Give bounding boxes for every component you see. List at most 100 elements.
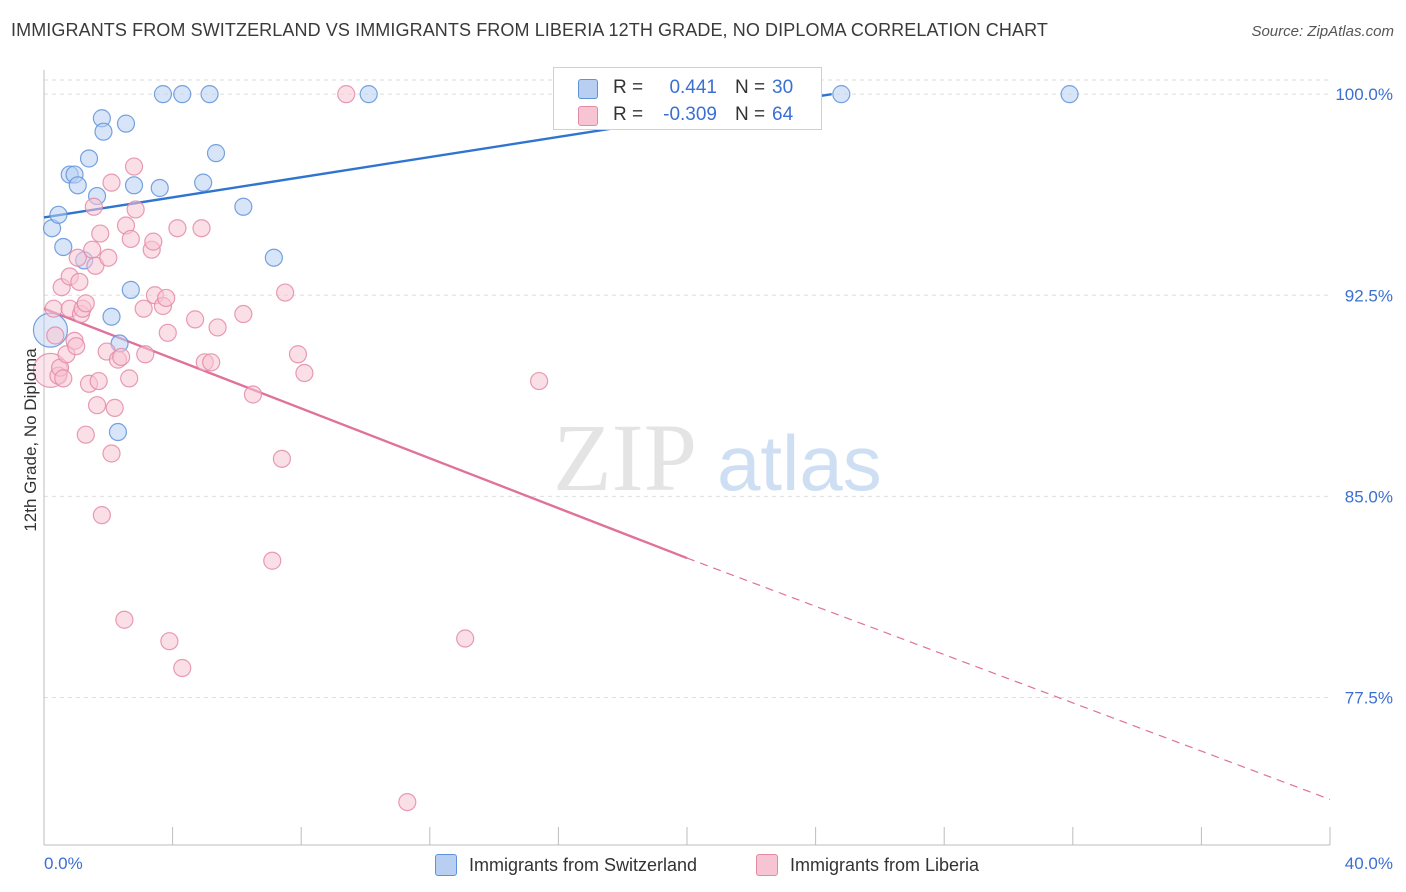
stats-row-liberia: R = -0.309 N = 64 xyxy=(554,101,821,129)
data-point-liberia xyxy=(89,371,108,391)
data-point-liberia xyxy=(84,197,103,216)
point-layer xyxy=(32,85,1079,812)
data-point-liberia xyxy=(144,232,163,251)
watermark-atlas: atlas xyxy=(717,419,882,507)
data-point-liberia xyxy=(295,363,314,383)
data-point-liberia xyxy=(76,425,95,444)
data-point-liberia xyxy=(121,229,140,249)
data-point-switzerland xyxy=(116,114,136,133)
data-point-liberia xyxy=(157,288,176,308)
data-point-switzerland xyxy=(194,173,213,192)
data-point-liberia xyxy=(192,219,211,238)
data-point-switzerland xyxy=(79,149,99,168)
legend-swatch-switzerland xyxy=(435,854,457,876)
data-point-liberia xyxy=(83,240,102,259)
data-point-liberia xyxy=(102,173,121,192)
data-point-switzerland xyxy=(1060,85,1079,104)
y-tick-label: 85.0% xyxy=(1345,487,1393,506)
legend: Immigrants from Switzerland Immigrants f… xyxy=(0,851,1406,879)
data-point-switzerland xyxy=(124,176,144,195)
data-point-switzerland xyxy=(200,85,219,104)
data-point-liberia xyxy=(186,310,205,329)
chart-title: IMMIGRANTS FROM SWITZERLAND VS IMMIGRANT… xyxy=(11,20,1048,40)
stats-r-value: -0.309 xyxy=(663,104,717,125)
grid-layer xyxy=(44,79,1330,699)
data-point-liberia xyxy=(46,326,65,345)
data-point-switzerland xyxy=(121,280,140,299)
data-point-liberia xyxy=(208,318,227,337)
data-point-liberia xyxy=(87,396,107,415)
data-point-switzerland xyxy=(68,176,87,195)
data-point-switzerland xyxy=(832,85,851,104)
legend-label-liberia: Immigrants from Liberia xyxy=(790,854,980,875)
data-point-liberia xyxy=(234,304,253,324)
data-point-liberia xyxy=(120,369,139,388)
data-point-liberia xyxy=(136,345,155,364)
stats-n-label: N = xyxy=(735,77,766,98)
y-axis-label-wrap: 12th Grade, No Diploma xyxy=(16,290,46,590)
source-label: Source: ZipAtlas.com xyxy=(1251,23,1394,40)
data-point-switzerland xyxy=(150,178,169,198)
data-point-liberia xyxy=(456,629,475,648)
data-point-liberia xyxy=(105,398,124,417)
stats-n-label: N = xyxy=(735,104,766,125)
data-point-switzerland xyxy=(153,85,173,104)
data-point-liberia xyxy=(337,85,356,104)
data-point-liberia xyxy=(243,385,263,404)
data-point-switzerland xyxy=(173,85,192,104)
y-axis-label: 12th Grade, No Diploma xyxy=(21,348,40,532)
watermark-zip: ZIP xyxy=(553,404,697,511)
data-point-liberia xyxy=(70,272,89,291)
legend-item-switzerland[interactable]: Immigrants from Switzerland xyxy=(435,851,697,879)
data-point-liberia xyxy=(202,353,221,372)
data-point-liberia xyxy=(272,449,292,468)
data-point-liberia xyxy=(530,371,549,391)
data-point-liberia xyxy=(99,248,118,267)
x-tick-label: 40.0% xyxy=(1345,854,1393,873)
y-tick-label: 77.5% xyxy=(1345,689,1393,708)
data-point-liberia xyxy=(86,256,105,275)
data-point-liberia xyxy=(67,337,86,356)
data-point-liberia xyxy=(398,792,417,812)
data-point-liberia xyxy=(263,551,282,570)
data-point-switzerland xyxy=(264,248,283,267)
data-point-liberia xyxy=(168,219,187,238)
stats-swatch-switzerland xyxy=(578,79,598,99)
data-point-liberia xyxy=(68,248,87,267)
watermark: ZIP atlas xyxy=(553,404,882,511)
tick-label-layer: 77.5% 85.0% 92.5% 100.0% 0.0% 40.0% xyxy=(44,85,1393,873)
data-point-switzerland xyxy=(49,205,68,224)
data-point-switzerland xyxy=(94,122,113,141)
data-point-liberia xyxy=(173,658,192,678)
data-point-liberia xyxy=(288,345,308,364)
data-point-liberia xyxy=(112,347,131,367)
data-point-liberia xyxy=(160,632,179,651)
data-point-switzerland xyxy=(206,144,226,163)
data-point-liberia xyxy=(92,506,111,525)
data-point-liberia xyxy=(158,323,177,342)
data-point-liberia xyxy=(102,444,121,463)
data-point-liberia xyxy=(91,224,110,243)
data-point-switzerland xyxy=(102,307,121,326)
stats-r-value: 0.441 xyxy=(669,77,717,98)
data-point-liberia xyxy=(124,157,144,176)
data-point-liberia xyxy=(76,294,95,313)
data-point-liberia xyxy=(44,299,63,318)
stats-swatch-liberia xyxy=(578,106,598,126)
x-tick-label: 0.0% xyxy=(44,854,83,873)
axis-layer xyxy=(43,70,1331,846)
data-point-liberia xyxy=(276,283,295,302)
data-point-liberia xyxy=(126,200,145,219)
data-point-liberia xyxy=(134,299,153,318)
correlation-stats-box: R = 0.441 N = 30 R = -0.309 N = 64 xyxy=(553,67,822,130)
stats-r-label: R = xyxy=(613,104,644,125)
data-point-switzerland xyxy=(359,85,378,104)
legend-item-liberia[interactable]: Immigrants from Liberia xyxy=(756,851,979,879)
trend-line-extension-liberia xyxy=(686,557,1331,800)
stats-r-label: R = xyxy=(613,77,644,98)
legend-swatch-liberia xyxy=(756,854,778,876)
data-point-switzerland xyxy=(54,237,73,257)
data-point-switzerland xyxy=(108,422,128,442)
stats-row-switzerland: R = 0.441 N = 30 xyxy=(554,74,821,102)
